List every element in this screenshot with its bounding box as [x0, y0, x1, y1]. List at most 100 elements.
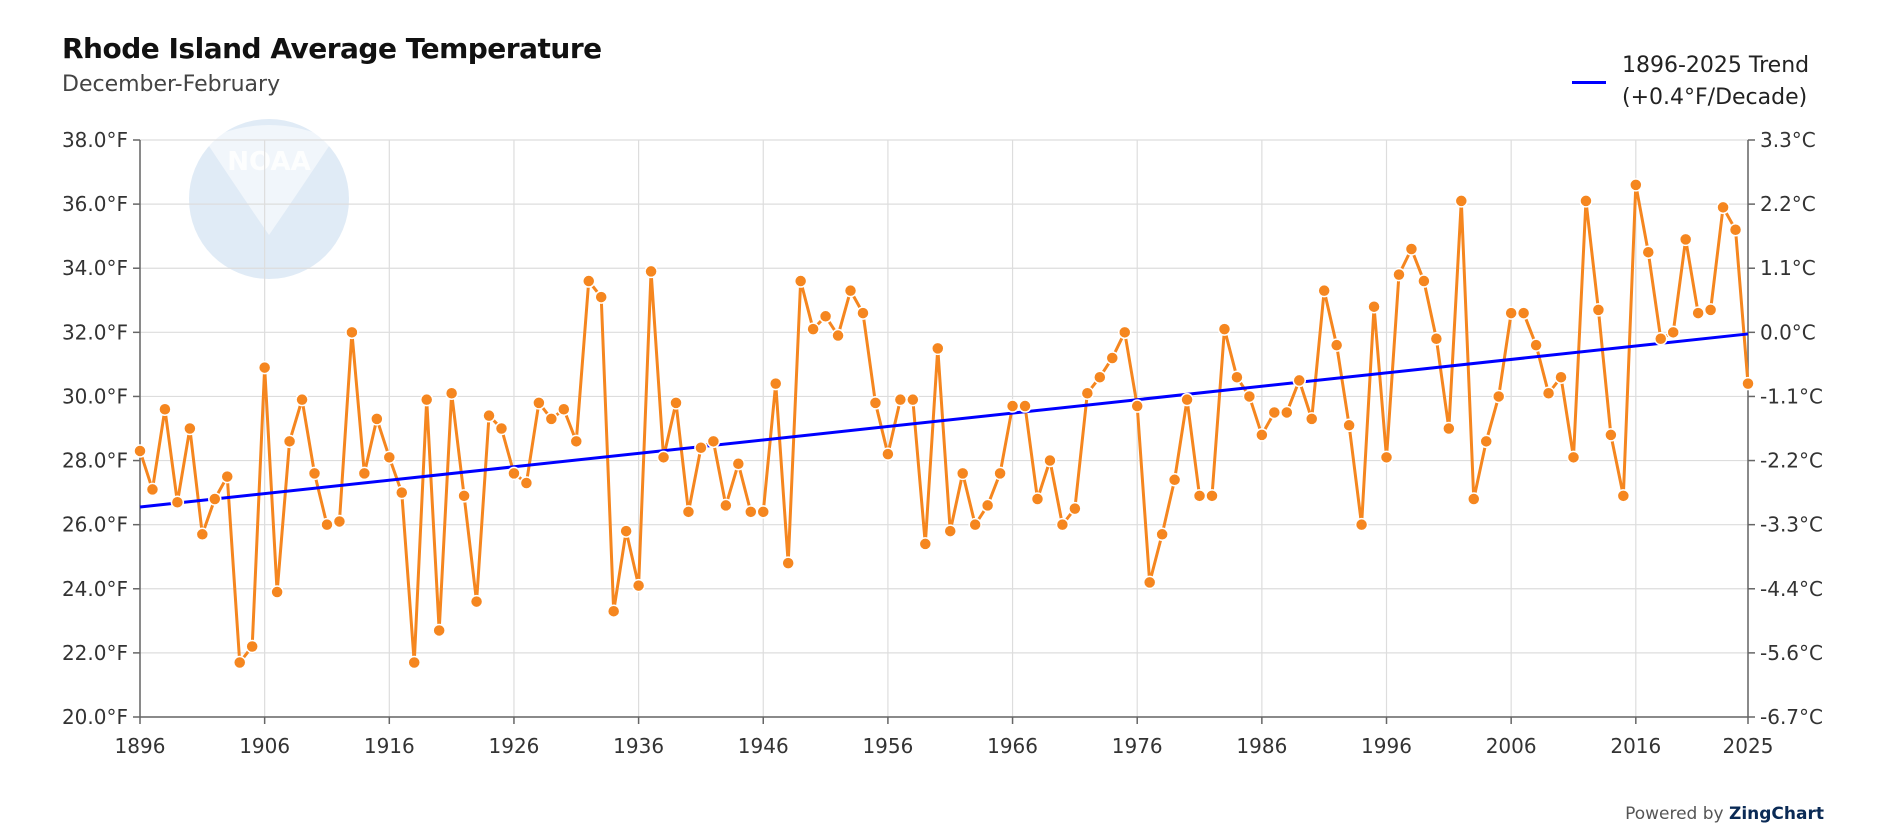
data-point: [432, 623, 446, 638]
data-point: [1292, 373, 1307, 388]
data-point: [993, 466, 1007, 481]
data-point: [581, 274, 596, 288]
data-point: [1192, 489, 1207, 503]
y-tick-label-left: 38.0°F: [62, 128, 128, 152]
powered-prefix: Powered by: [1625, 804, 1724, 824]
data-point: [1105, 351, 1120, 365]
data-point: [245, 639, 259, 654]
legend-line-2: (+0.4°F/Decade): [1622, 85, 1808, 110]
data-point: [482, 408, 496, 423]
data-point: [831, 328, 845, 343]
powered-by[interactable]: Powered by ZingChart: [1625, 804, 1824, 824]
noaa-watermark-logo: NOAA: [189, 119, 349, 279]
data-point: [980, 498, 995, 513]
data-point: [158, 402, 172, 417]
data-point: [307, 466, 322, 481]
legend-trend-swatch: [1572, 81, 1606, 84]
data-point: [756, 505, 771, 519]
data-point: [469, 594, 484, 609]
series-markers: [133, 178, 1755, 670]
data-point: [744, 505, 758, 519]
x-tick-label: 1936: [613, 734, 664, 758]
data-point: [1043, 453, 1057, 468]
temperature-series: [138, 183, 1750, 665]
y-tick-label-left: 32.0°F: [62, 320, 128, 344]
y-tick-label-left: 24.0°F: [62, 577, 128, 601]
data-point: [395, 485, 409, 500]
data-point: [295, 392, 309, 407]
data-point: [494, 421, 509, 436]
data-point: [1616, 489, 1631, 503]
data-point: [606, 604, 621, 618]
data-point: [968, 517, 982, 532]
data-point: [1068, 501, 1082, 516]
legend-line-1: 1896-2025 Trend: [1622, 53, 1810, 78]
y-tick-label-left: 22.0°F: [62, 641, 128, 665]
y-tick-label-right: 2.2°C: [1760, 192, 1816, 216]
data-point: [768, 376, 783, 391]
data-point: [793, 274, 808, 288]
data-point: [532, 396, 546, 410]
data-point: [1454, 194, 1469, 208]
data-point: [557, 402, 571, 417]
x-tick-label: 1896: [115, 734, 166, 758]
data-point: [619, 524, 633, 538]
y-tick-label-right: -3.3°C: [1760, 513, 1823, 537]
data-point: [1716, 200, 1730, 215]
data-point: [195, 527, 210, 542]
data-point: [1304, 412, 1319, 426]
y-tick-label-right: 3.3°C: [1760, 128, 1816, 152]
data-point: [781, 556, 795, 570]
x-tick-label: 1986: [1236, 734, 1287, 758]
data-point: [1566, 450, 1581, 465]
powered-brand: ZingChart: [1729, 804, 1824, 824]
x-tick-label: 1966: [987, 734, 1038, 758]
data-point: [270, 585, 284, 599]
x-tick-label: 1946: [738, 734, 789, 758]
chart-subtitle: December-February: [62, 72, 281, 97]
data-point: [719, 498, 733, 513]
data-point: [1541, 386, 1556, 400]
data-point: [1367, 299, 1381, 314]
y-tick-label-left: 30.0°F: [62, 384, 128, 408]
data-point: [507, 466, 521, 481]
legend[interactable]: 1896-2025 Trend (+0.4°F/Decade): [1572, 50, 1809, 114]
noaa-bird-shape: [205, 125, 333, 235]
data-point: [183, 421, 197, 436]
data-point: [1741, 376, 1755, 391]
data-point: [370, 412, 384, 426]
x-tick-label: 2016: [1610, 734, 1661, 758]
data-point: [382, 450, 397, 465]
data-point: [1516, 306, 1531, 320]
data-point: [1392, 267, 1406, 282]
data-point: [1379, 450, 1394, 465]
data-point: [881, 447, 895, 461]
data-point: [1666, 325, 1680, 340]
data-point: [1442, 421, 1456, 436]
data-point: [1280, 405, 1294, 420]
data-point: [1554, 370, 1568, 384]
data-point: [1255, 428, 1269, 442]
data-point: [1342, 418, 1356, 433]
data-point: [731, 457, 746, 471]
data-point: [1467, 492, 1481, 506]
y-tick-label-right: 1.1°C: [1760, 256, 1816, 280]
data-point: [1080, 386, 1095, 400]
data-point: [681, 505, 696, 519]
data-point: [1217, 322, 1232, 336]
tick-labels: 20.0°F -6.7°C 22.0°F -5.6°C 24.0°F -4.4°C 26.0…: [62, 128, 1823, 758]
legend-trend-label: 1896-2025 Trend (+0.4°F/Decade): [1622, 50, 1809, 114]
data-point: [457, 489, 471, 503]
data-point: [145, 482, 160, 497]
data-point: [868, 396, 883, 410]
data-point: [1604, 428, 1618, 442]
data-point: [856, 306, 870, 320]
y-tick-label-left: 36.0°F: [62, 192, 128, 216]
trend-line: [139, 332, 1749, 509]
data-point: [282, 434, 297, 449]
data-point: [1130, 399, 1144, 413]
data-point: [1529, 338, 1543, 352]
y-tick-label-right: -1.1°C: [1760, 384, 1823, 408]
x-tick-label: 1996: [1361, 734, 1412, 758]
y-tick-label-left: 20.0°F: [62, 705, 128, 729]
